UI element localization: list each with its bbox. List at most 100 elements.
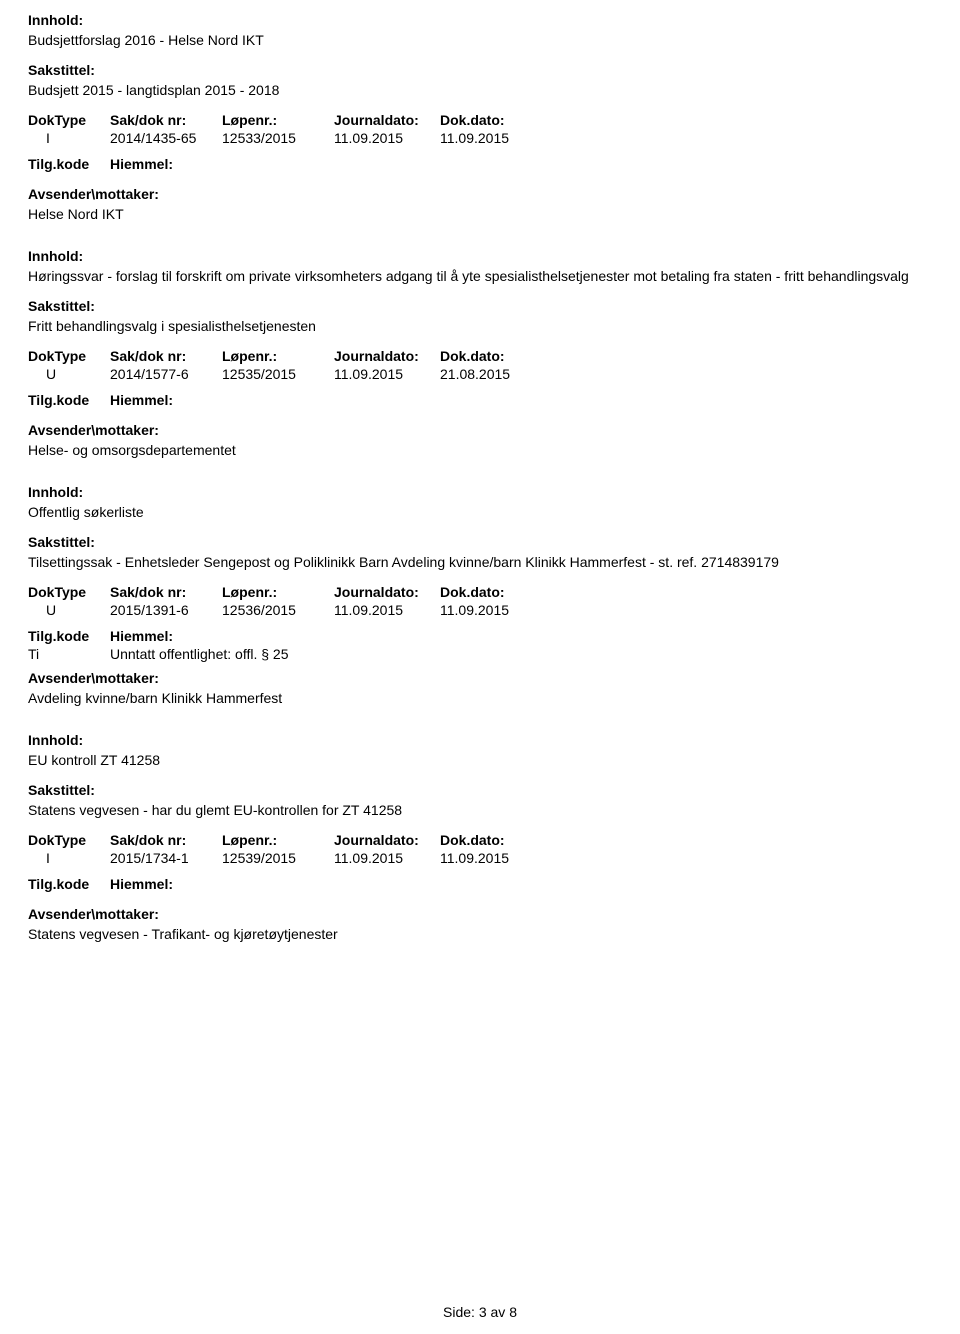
sakdoknr-value: 2014/1577-6	[110, 366, 222, 382]
tilgkode-label: Tilg.kode	[28, 628, 110, 644]
footer-sep: av	[491, 1304, 506, 1320]
hiemmel-label: Hiemmel:	[110, 628, 173, 644]
tilgkode-label: Tilg.kode	[28, 876, 110, 892]
meta-header-row: DokType Sak/dok nr: Løpenr.: Journaldato…	[28, 584, 932, 600]
innhold-text: Høringssvar - forslag til forskrift om p…	[28, 268, 932, 284]
tilg-row: Tilg.kode Hiemmel:	[28, 876, 932, 892]
avsender-block: Avsender\mottaker: Helse Nord IKT	[28, 186, 932, 222]
innhold-label: Innhold:	[28, 484, 932, 500]
avsender-label: Avsender\mottaker:	[28, 186, 932, 202]
doktype-header: DokType	[28, 112, 110, 128]
lopenr-header: Løpenr.:	[222, 112, 334, 128]
doktype-value: I	[28, 130, 110, 146]
lopenr-value: 12535/2015	[222, 366, 334, 382]
lopenr-value: 12533/2015	[222, 130, 334, 146]
doktype-value: U	[28, 366, 110, 382]
sakdoknr-value: 2014/1435-65	[110, 130, 222, 146]
tilg-row: Tilg.kode Hiemmel:	[28, 156, 932, 172]
dokdato-value: 21.08.2015	[440, 366, 540, 382]
sakstittel-label: Sakstittel:	[28, 534, 932, 550]
dokdato-value: 11.09.2015	[440, 130, 540, 146]
footer-page: 3	[479, 1304, 487, 1320]
avsender-block: Avsender\mottaker: Helse- og omsorgsdepa…	[28, 422, 932, 458]
meta-header-row: DokType Sak/dok nr: Løpenr.: Journaldato…	[28, 348, 932, 364]
innhold-text: EU kontroll ZT 41258	[28, 752, 932, 768]
dokdato-header: Dok.dato:	[440, 112, 540, 128]
tilgcode-value: Ti	[28, 646, 110, 662]
page-footer: Side: 3 av 8	[0, 1304, 960, 1320]
journal-entry: Innhold: Offentlig søkerliste Sakstittel…	[28, 484, 932, 706]
doktype-header: DokType	[28, 584, 110, 600]
journaldato-value: 11.09.2015	[334, 130, 440, 146]
avsender-label: Avsender\mottaker:	[28, 906, 932, 922]
lopenr-header: Løpenr.:	[222, 832, 334, 848]
journaldato-header: Journaldato:	[334, 112, 440, 128]
innhold-label: Innhold:	[28, 732, 932, 748]
meta-value-row: U 2015/1391-6 12536/2015 11.09.2015 11.0…	[28, 602, 932, 618]
sakdoknr-header: Sak/dok nr:	[110, 348, 222, 364]
journaldato-value: 11.09.2015	[334, 366, 440, 382]
doktype-value: I	[28, 850, 110, 866]
avsender-text: Helse Nord IKT	[28, 206, 932, 222]
doktype-header: DokType	[28, 832, 110, 848]
doktype-value: U	[28, 602, 110, 618]
meta-value-row: I 2015/1734-1 12539/2015 11.09.2015 11.0…	[28, 850, 932, 866]
journaldato-value: 11.09.2015	[334, 850, 440, 866]
dokdato-value: 11.09.2015	[440, 602, 540, 618]
dokdato-header: Dok.dato:	[440, 832, 540, 848]
sakstittel-label: Sakstittel:	[28, 298, 932, 314]
hiemmel-value: Unntatt offentlighet: offl. § 25	[110, 646, 289, 662]
meta-header-row: DokType Sak/dok nr: Løpenr.: Journaldato…	[28, 832, 932, 848]
tilg-row: Tilg.kode Hiemmel:	[28, 392, 932, 408]
journaldato-header: Journaldato:	[334, 348, 440, 364]
sakstittel-text: Tilsettingssak - Enhetsleder Sengepost o…	[28, 554, 932, 570]
sakdoknr-value: 2015/1734-1	[110, 850, 222, 866]
avsender-label: Avsender\mottaker:	[28, 670, 932, 686]
meta-header-row: DokType Sak/dok nr: Løpenr.: Journaldato…	[28, 112, 932, 128]
journaldato-value: 11.09.2015	[334, 602, 440, 618]
sakdoknr-header: Sak/dok nr:	[110, 832, 222, 848]
avsender-block: Avsender\mottaker: Statens vegvesen - Tr…	[28, 906, 932, 942]
footer-total: 8	[509, 1304, 517, 1320]
lopenr-value: 12536/2015	[222, 602, 334, 618]
innhold-label: Innhold:	[28, 12, 932, 28]
avsender-label: Avsender\mottaker:	[28, 422, 932, 438]
lopenr-header: Løpenr.:	[222, 584, 334, 600]
sakstittel-text: Fritt behandlingsvalg i spesialisthelset…	[28, 318, 932, 334]
lopenr-header: Løpenr.:	[222, 348, 334, 364]
sakdoknr-header: Sak/dok nr:	[110, 112, 222, 128]
hiemmel-label: Hiemmel:	[110, 392, 173, 408]
sakdoknr-header: Sak/dok nr:	[110, 584, 222, 600]
dokdato-value: 11.09.2015	[440, 850, 540, 866]
avsender-text: Statens vegvesen - Trafikant- og kjøretø…	[28, 926, 932, 942]
journal-entry: Innhold: EU kontroll ZT 41258 Sakstittel…	[28, 732, 932, 942]
hiemmel-label: Hiemmel:	[110, 876, 173, 892]
hiemmel-label: Hiemmel:	[110, 156, 173, 172]
sakstittel-label: Sakstittel:	[28, 782, 932, 798]
sakstittel-text: Budsjett 2015 - langtidsplan 2015 - 2018	[28, 82, 932, 98]
dokdato-header: Dok.dato:	[440, 584, 540, 600]
journaldato-header: Journaldato:	[334, 832, 440, 848]
avsender-text: Avdeling kvinne/barn Klinikk Hammerfest	[28, 690, 932, 706]
tilg-value-row: Ti Unntatt offentlighet: offl. § 25	[28, 646, 932, 662]
lopenr-value: 12539/2015	[222, 850, 334, 866]
sakstittel-text: Statens vegvesen - har du glemt EU-kontr…	[28, 802, 932, 818]
sakdoknr-value: 2015/1391-6	[110, 602, 222, 618]
innhold-text: Offentlig søkerliste	[28, 504, 932, 520]
journal-entry: Innhold: Budsjettforslag 2016 - Helse No…	[28, 12, 932, 222]
dokdato-header: Dok.dato:	[440, 348, 540, 364]
doktype-header: DokType	[28, 348, 110, 364]
meta-value-row: U 2014/1577-6 12535/2015 11.09.2015 21.0…	[28, 366, 932, 382]
journal-entry: Innhold: Høringssvar - forslag til forsk…	[28, 248, 932, 458]
footer-label: Side:	[443, 1304, 475, 1320]
avsender-block: Avsender\mottaker: Avdeling kvinne/barn …	[28, 670, 932, 706]
tilg-row: Tilg.kode Hiemmel:	[28, 628, 932, 644]
tilgkode-label: Tilg.kode	[28, 156, 110, 172]
sakstittel-label: Sakstittel:	[28, 62, 932, 78]
tilgkode-label: Tilg.kode	[28, 392, 110, 408]
avsender-text: Helse- og omsorgsdepartementet	[28, 442, 932, 458]
meta-value-row: I 2014/1435-65 12533/2015 11.09.2015 11.…	[28, 130, 932, 146]
innhold-label: Innhold:	[28, 248, 932, 264]
journaldato-header: Journaldato:	[334, 584, 440, 600]
innhold-text: Budsjettforslag 2016 - Helse Nord IKT	[28, 32, 932, 48]
